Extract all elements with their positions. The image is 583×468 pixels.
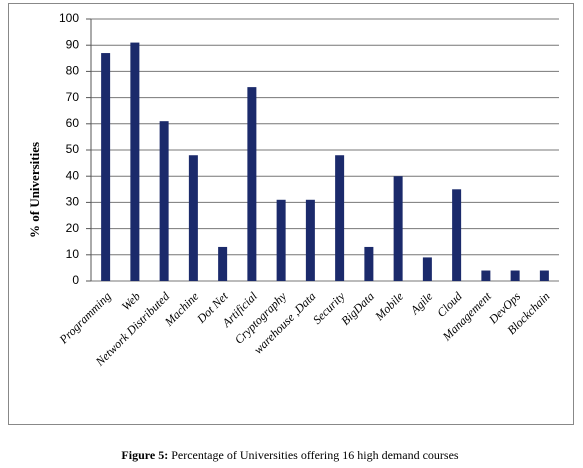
bar — [539, 270, 549, 281]
y-tick-label: 90 — [66, 37, 80, 51]
caption: Figure 5: Percentage of Universities off… — [121, 448, 458, 462]
caption-label: Figure 5: — [121, 448, 168, 462]
y-tick-label: 10 — [66, 247, 80, 261]
bar — [364, 246, 374, 281]
bar — [276, 199, 286, 281]
y-tick-label: 0 — [72, 273, 79, 287]
y-axis-label: % of Universities — [27, 142, 42, 238]
bar — [335, 155, 345, 281]
chart-frame — [8, 3, 574, 425]
bar — [393, 176, 403, 281]
bar — [510, 270, 520, 281]
y-tick-label: 100 — [59, 11, 79, 25]
bar — [188, 155, 198, 281]
y-tick-label: 40 — [66, 168, 80, 182]
y-tick-label: 80 — [66, 64, 80, 78]
x-tick-label: Agile — [407, 289, 436, 318]
bar — [218, 246, 228, 281]
bar — [101, 53, 111, 282]
y-tick-label: 70 — [66, 90, 80, 104]
x-tick-label: Web — [119, 289, 143, 313]
x-tick-label: Programming — [56, 289, 114, 347]
bar — [159, 121, 169, 282]
bar — [481, 270, 491, 281]
x-tick-label: BigData — [338, 289, 377, 328]
bar — [305, 199, 315, 281]
caption-text: Percentage of Universities offering 16 h… — [171, 448, 459, 462]
y-tick-label: 60 — [66, 116, 80, 130]
y-tick-label: 30 — [66, 195, 80, 209]
y-tick-label: 20 — [66, 221, 80, 235]
bar — [247, 87, 257, 282]
bar — [452, 189, 462, 281]
x-tick-label: Mobile — [372, 289, 407, 324]
bar — [422, 257, 432, 281]
bar — [130, 42, 140, 281]
y-tick-label: 50 — [66, 142, 80, 156]
